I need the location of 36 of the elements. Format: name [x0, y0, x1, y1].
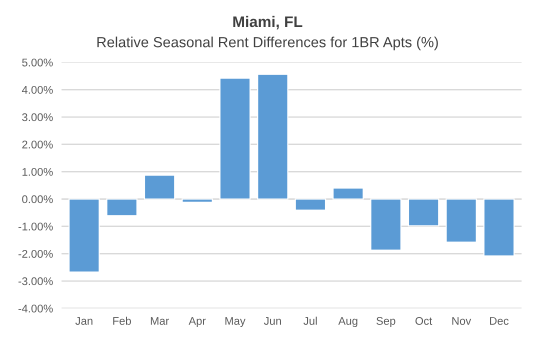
bar — [483, 198, 515, 256]
y-tick-label: -4.00% — [18, 304, 53, 312]
y-tick-label: 2.00% — [22, 140, 53, 148]
y-tick-label: 1.00% — [22, 168, 53, 176]
x-tick-label: Nov — [452, 317, 472, 325]
bar — [68, 198, 100, 273]
x-tick-label: Jul — [304, 316, 317, 325]
x-tick-label: Dec — [490, 317, 509, 325]
bar — [408, 198, 440, 226]
x-tick-label: Oct — [415, 316, 432, 325]
x-tick-label: Sep — [376, 316, 396, 328]
bar — [332, 188, 364, 200]
y-tick-label: 4.00% — [22, 86, 53, 94]
bar — [257, 74, 288, 200]
chart-subtitle: Relative Seasonal Rent Differences for 1BR Apts (%) — [97, 36, 438, 50]
bar — [106, 198, 138, 216]
bar — [182, 198, 213, 203]
x-tick-label: Mar — [150, 317, 169, 325]
chart-title: Miami, FL — [233, 16, 302, 30]
x-tick-label: Feb — [113, 316, 131, 325]
y-tick-label: 5.00% — [22, 58, 53, 66]
y-tick-label: 0.00% — [22, 195, 53, 204]
y-tick-label: -3.00% — [18, 277, 53, 286]
bar — [219, 78, 251, 200]
y-tick-label: -1.00% — [18, 222, 53, 230]
x-tick-label: Aug — [338, 317, 358, 328]
bar — [446, 198, 477, 243]
x-tick-label: Apr — [188, 317, 206, 328]
x-tick-label: Jun — [264, 317, 281, 325]
x-tick-label: Jan — [75, 317, 92, 325]
bar — [144, 174, 176, 200]
y-tick-label: -2.00% — [18, 250, 53, 258]
x-tick-label: May — [225, 317, 246, 328]
bar — [370, 198, 402, 251]
bar — [294, 198, 326, 211]
y-tick-label: 3.00% — [22, 113, 53, 122]
